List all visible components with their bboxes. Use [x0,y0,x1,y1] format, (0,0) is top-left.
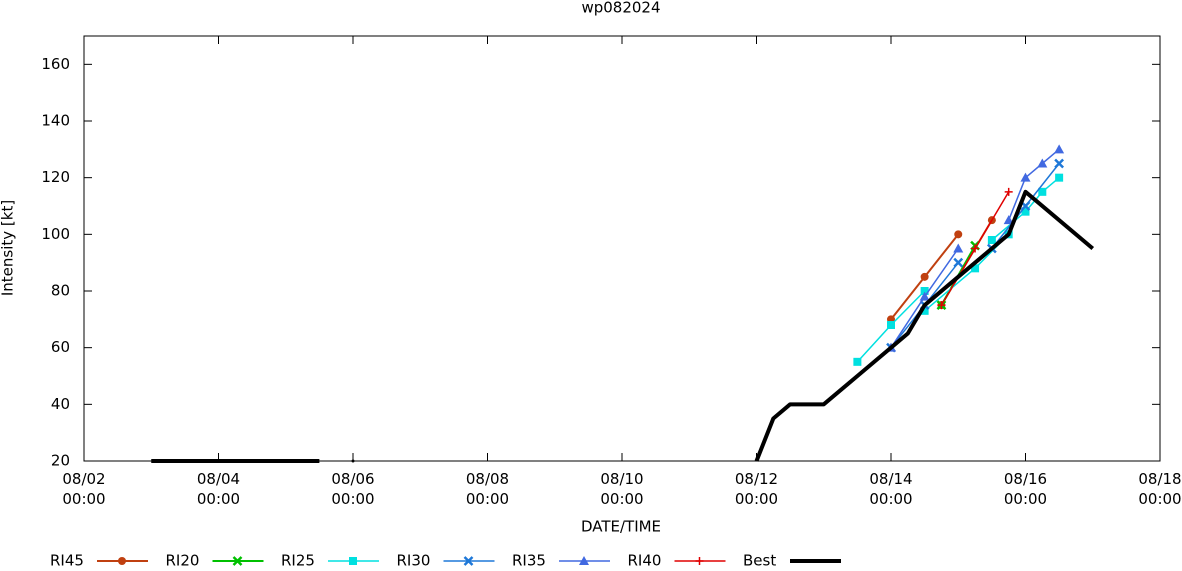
chart-title: wp082024 [581,0,660,17]
marker [971,244,980,253]
y-tick-label: 160 [41,55,70,73]
marker [695,557,704,565]
marker [971,264,980,273]
marker [887,321,895,329]
legend-label: RI35 [512,552,546,568]
legend-label: Best [743,552,776,568]
marker [920,272,929,281]
marker [1021,207,1030,216]
x-tick-label: 08/08 00:00 [466,470,509,508]
marker [919,291,930,301]
marker [1038,187,1047,196]
x-tick-label: 08/16 00:00 [1004,470,1047,508]
legend-label: RI40 [628,552,662,568]
marker [579,556,589,565]
plot-frame [83,35,1161,462]
legend-label: RI25 [281,552,315,568]
marker [920,287,929,295]
marker [349,557,357,565]
x-axis-label: DATE/TIME [581,518,661,536]
y-tick-label: 100 [41,225,70,243]
marker [1054,158,1065,169]
y-tick-label: 120 [41,168,70,186]
x-tick-label: 08/06 00:00 [331,470,374,508]
y-tick-label: 80 [51,282,70,300]
x-tick-label: 08/12 00:00 [735,470,778,508]
y-tick-label: 60 [51,338,70,356]
marker [1004,187,1013,196]
marker [953,243,964,253]
legend-label: RI20 [166,552,200,568]
legend-label: RI45 [50,552,84,568]
y-axis-label: Intensity [kt] [0,200,17,296]
x-tick-label: 08/02 00:00 [62,470,105,508]
marker [1055,173,1064,182]
marker [920,306,929,315]
marker [1020,172,1031,182]
marker [1054,144,1065,154]
marker [118,557,126,565]
marker [937,301,946,310]
y-tick-label: 140 [41,112,70,130]
y-tick-label: 40 [51,395,70,413]
marker [987,236,996,244]
marker [1003,215,1014,225]
marker [351,459,355,463]
marker [953,257,964,268]
x-tick-label: 08/10 00:00 [600,470,643,508]
marker [232,556,243,566]
x-tick-label: 08/04 00:00 [197,470,240,508]
legend-label: RI30 [397,552,431,568]
x-tick-label: 08/18 00:00 [1138,470,1181,508]
marker [1037,158,1048,168]
marker [853,357,862,366]
x-tick-label: 08/14 00:00 [869,470,912,508]
series-line [151,189,1095,463]
marker [954,230,963,239]
series-line [856,177,1060,363]
marker [463,556,474,566]
y-tick-label: 20 [51,452,70,470]
